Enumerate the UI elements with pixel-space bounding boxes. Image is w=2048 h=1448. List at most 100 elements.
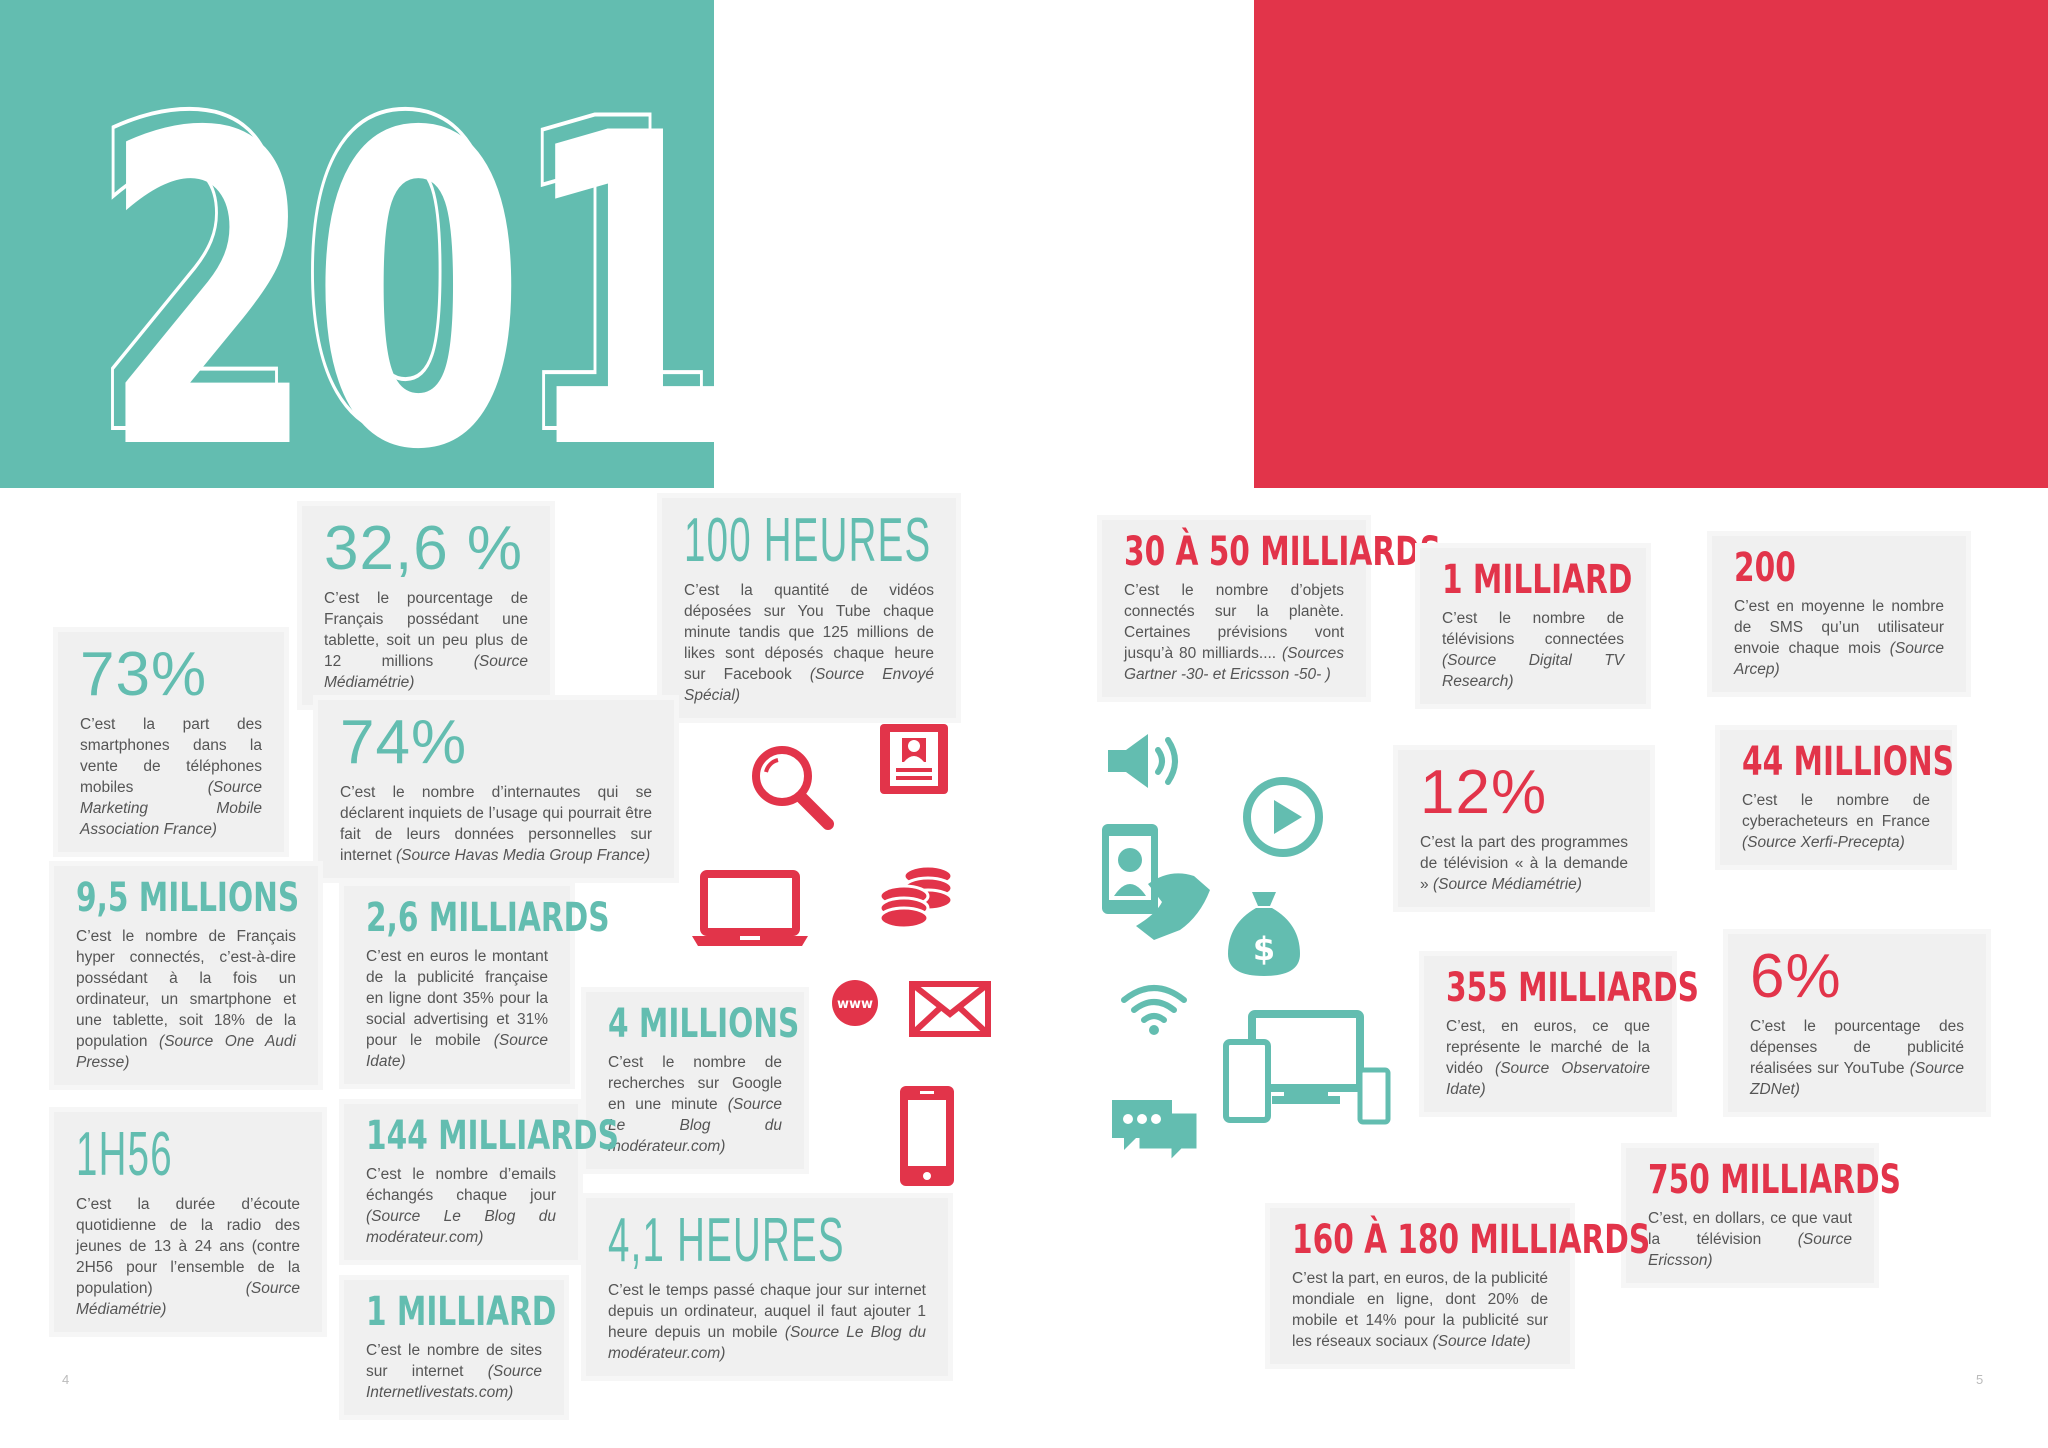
stat-source: (Source Le Blog du modérateur.com) — [608, 1096, 782, 1155]
header-band-2020: 2020 — [1254, 0, 2048, 488]
stat-source: (Source Envoyé Spécial) — [684, 666, 934, 704]
stat-source: (Source Le Blog du modérateur.com) — [366, 1208, 556, 1246]
stat-value: 4,1 HEURES — [608, 1206, 845, 1275]
stat-text: C’est le nombre d’internautes qui se déc… — [340, 784, 652, 864]
stat-source: (Source Médiamétrie) — [324, 653, 528, 691]
stat-value: 30 À 50 MILLIARDS — [1124, 529, 1442, 575]
stat-text: C’est le nombre de télévisions connectée… — [1442, 610, 1624, 648]
svg-text:$: $ — [1253, 930, 1275, 968]
stat-text: C’est le nombre d’objets connectés sur l… — [1124, 582, 1344, 662]
stat-connected-tvs: 1 MILLIARD C’est le nombre de télévision… — [1420, 548, 1646, 704]
stat-sms: 200 C’est en moyenne le nombre de SMS qu… — [1712, 536, 1966, 692]
stat-value: 2,6 MILLIARDS — [366, 895, 610, 941]
stat-text: C’est le nombre de sites sur internet — [366, 1342, 542, 1380]
stat-time-online: 4,1 HEURES C’est le temps passé chaque j… — [586, 1198, 948, 1376]
stat-value: 100 HEURES — [684, 506, 932, 575]
stat-smartphones: 73% C’est la part des smartphones dans l… — [58, 632, 284, 852]
stat-text: C’est le pourcentage des dépenses de pub… — [1750, 1018, 1964, 1077]
stat-source: (Source One Audi Presse) — [76, 1033, 296, 1071]
stat-text: C’est le temps passé chaque jour sur int… — [608, 1282, 926, 1341]
stat-source: (Source Médiamétrie) — [1432, 876, 1582, 893]
smartphone-icon — [900, 1086, 954, 1186]
stat-source: (Source Digital TV Research) — [1442, 652, 1624, 690]
stat-value: 9,5 MILLIONS — [76, 875, 300, 921]
stat-source: (Source Xerfi-Precepta) — [1742, 834, 1905, 851]
stat-source: (Source Marketing Mobile Association Fra… — [80, 779, 262, 838]
stat-value: 1H56 — [76, 1120, 173, 1189]
coins-icon — [878, 864, 954, 930]
stat-emails: 144 MILLIARDS C’est le nombre d’emails é… — [344, 1104, 619, 1260]
stat-text: C’est le nombre de recherches sur Google… — [608, 1054, 782, 1113]
wifi-icon — [1121, 985, 1187, 1035]
chat-bubbles-icon — [1112, 1100, 1200, 1166]
page-number-right: 5 — [1976, 1372, 1984, 1387]
dotted-connector — [717, 272, 1254, 278]
stat-source: (Source Le Blog du modérateur.com) — [608, 1324, 927, 1362]
laptop-icon — [692, 870, 808, 946]
stat-connected-objects: 30 À 50 MILLIARDS C’est le nombre d’obje… — [1102, 520, 1442, 697]
stat-text: C’est en euros le montant de la publicit… — [366, 948, 548, 1049]
phone-video-call-icon — [1102, 824, 1210, 940]
stat-value: 32,6 % — [324, 514, 524, 583]
www-globe-icon: www — [832, 980, 878, 1026]
money-bag-icon: $ — [1228, 892, 1300, 976]
stat-source: (Source Observatoire Idate) — [1446, 1060, 1650, 1098]
search-icon — [752, 746, 834, 830]
stat-video-market: 355 MILLIARDS C’est, en euros, ce que re… — [1424, 956, 1699, 1112]
stat-youtube-ads: 6% C’est le pourcentage des dépenses de … — [1728, 934, 1986, 1112]
stat-online-ads: 2,6 MILLIARDS C’est en euros le montant … — [344, 886, 610, 1084]
www-label: www — [837, 997, 873, 1012]
stat-hyper-connected: 9,5 MILLIONS C’est le nombre de Français… — [54, 866, 318, 1085]
page-number-left: 4 — [62, 1372, 70, 1387]
stat-value: 74% — [340, 708, 468, 777]
stat-global-online-ads: 160 À 180 MILLIARDS C’est la part, en eu… — [1270, 1208, 1650, 1364]
year-2014-heading: 2014 — [87, 30, 934, 530]
stat-text: C’est le nombre de cyberacheteurs en Fra… — [1742, 792, 1930, 830]
stat-source: (Source Idate) — [366, 1032, 549, 1070]
stat-text: C’est, en dollars, ce que vaut la télévi… — [1648, 1210, 1852, 1248]
stat-source: (Source ZDNet) — [1750, 1060, 1964, 1098]
envelope-icon — [909, 981, 991, 1037]
stat-tv-value: 750 MILLIARDS C’est, en dollars, ce que … — [1626, 1148, 1901, 1283]
stat-radio-listening: 1H56 C’est la durée d’écoute quotidienne… — [54, 1112, 322, 1332]
play-icon — [1243, 777, 1323, 857]
stat-online-shoppers: 44 MILLIONS C’est le nombre de cyberache… — [1720, 730, 1954, 865]
stat-on-demand-tv: 12% C’est la part des programmes de télé… — [1398, 750, 1650, 907]
stat-source: (Source Idate) — [1432, 1333, 1531, 1350]
stat-youtube-videos: 100 HEURES C’est la quantité de vidéos d… — [662, 498, 956, 718]
stat-source: (Source Ericsson) — [1648, 1231, 1852, 1269]
stat-websites: 1 MILLIARD C’est le nombre de sites sur … — [344, 1280, 564, 1415]
stat-text: C’est le nombre de Français hyper connec… — [76, 928, 296, 1050]
stat-source: (Source Internetlivestats.com) — [366, 1363, 542, 1401]
stat-tablet: 32,6 % C’est le pourcentage de Français … — [302, 506, 550, 705]
stat-text: C’est en moyenne le nombre de SMS qu’un … — [1734, 598, 1944, 657]
stat-source: (Source Arcep) — [1734, 640, 1944, 678]
stat-value: 144 MILLIARDS — [366, 1113, 619, 1159]
stat-value: 1 MILLIARD — [1442, 557, 1633, 603]
stat-value: 4 MILLIONS — [608, 1001, 800, 1047]
stat-text: C’est la part des smartphones dans la ve… — [80, 716, 262, 796]
stat-text: C’est la part des programmes de télévisi… — [1420, 834, 1628, 893]
speaker-icon — [1108, 734, 1178, 788]
stat-value: 73% — [80, 640, 208, 709]
stat-text: C’est la durée d’écoute quotidienne de l… — [76, 1196, 300, 1297]
stat-value: 1 MILLIARD — [366, 1289, 557, 1335]
stat-text: C’est la part, en euros, de la publicité… — [1292, 1270, 1548, 1350]
devices-icon — [1223, 1010, 1391, 1125]
stat-text: C’est le nombre d’emails échangés chaque… — [366, 1166, 556, 1204]
stat-text: C’est la quantité de vidéos déposées sur… — [684, 582, 934, 683]
stat-internet-users: 74% C’est le nombre d’internautes qui se… — [318, 700, 674, 878]
stat-text: C’est le pourcentage de Français posséda… — [324, 590, 528, 670]
stat-source: (Source Médiamétrie) — [76, 1280, 300, 1318]
stat-value: 200 — [1734, 545, 1796, 591]
stat-source: (Sources Gartner -30- et Ericsson -50- ) — [1124, 645, 1344, 683]
stat-source: (Source Havas Media Group France) — [396, 847, 651, 864]
stat-value: 750 MILLIARDS — [1648, 1157, 1901, 1203]
contact-card-icon — [880, 724, 948, 794]
stat-google-searches: 4 MILLIONS C’est le nombre de recherches… — [586, 992, 804, 1169]
stat-value: 355 MILLIARDS — [1446, 965, 1699, 1011]
stat-value: 44 MILLIONS — [1742, 739, 1954, 785]
stat-text: C’est, en euros, ce que représente le ma… — [1446, 1018, 1650, 1077]
stat-value: 12% — [1420, 758, 1548, 827]
stat-value: 6% — [1750, 942, 1842, 1011]
